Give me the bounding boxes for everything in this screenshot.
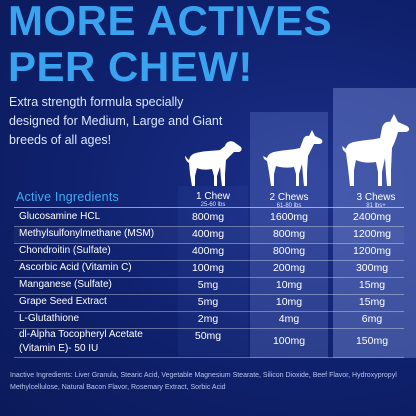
row-divider — [14, 226, 404, 227]
dose-2-chews: 10mg — [275, 279, 303, 291]
column-2-title: 2 Chews — [269, 192, 309, 203]
table-row: L-Glutathione 2mg 4mg 6mg — [14, 312, 404, 329]
column-1-range: 25-60 lbs — [200, 202, 226, 208]
dose-1-chew: 100mg — [191, 262, 225, 274]
row-divider — [14, 260, 404, 261]
column-3-range: 81 lbs+ — [366, 203, 386, 209]
column-header-3: 3 Chews 81 lbs+ — [340, 192, 412, 210]
table-header-divider — [14, 207, 404, 208]
dose-3-chews: 300mg — [355, 262, 389, 274]
dose-3-chews: 1200mg — [353, 245, 391, 257]
column-header-2: 2 Chews 61-80 lbs — [256, 192, 322, 210]
dose-1-chew: 2mg — [197, 313, 219, 325]
headline-line-2: PER CHEW! — [8, 43, 253, 90]
row-divider — [14, 277, 404, 278]
dose-2-chews: 200mg — [272, 262, 306, 274]
inactive-ingredients: Inactive Ingredients: Liver Granula, Ste… — [10, 372, 397, 391]
dose-3-chews: 6mg — [361, 313, 383, 325]
dose-2-chews: 800mg — [272, 228, 306, 240]
dose-3-chews: 150mg — [355, 335, 389, 347]
dose-3-chews: 1200mg — [353, 228, 391, 240]
ingredient-name: Chondroitin (Sulfate) — [19, 245, 111, 256]
dose-2-chews: 100mg — [272, 335, 306, 347]
dose-3-chews: 2400mg — [353, 211, 391, 223]
table-row: dl-Alpha Tocopheryl Acetate (Vitamin E)-… — [14, 329, 404, 359]
dose-1-chew: 400mg — [191, 245, 225, 257]
dose-1-chew: 400mg — [191, 228, 225, 240]
dose-2-chews: 4mg — [278, 313, 300, 325]
table-row: Ascorbic Acid (Vitamin C) 100mg 200mg 30… — [14, 261, 404, 278]
ingredient-name: Glucosamine HCL — [19, 211, 101, 222]
table-row: Glucosamine HCL 800mg 1600mg 2400mg — [14, 211, 404, 228]
dose-2-chews: 10mg — [275, 296, 303, 308]
ingredient-name: Ascorbic Acid (Vitamin C) — [19, 262, 132, 273]
large-dog-icon — [262, 128, 324, 188]
column-3-title: 3 Chews — [356, 192, 396, 203]
column-header-1: 1 Chew 25-60 lbs — [178, 191, 248, 209]
table-row: Manganese (Sulfate) 5mg 10mg 15mg — [14, 278, 404, 295]
headline-line-1: MORE ACTIVES — [8, 0, 333, 44]
dose-2-chews: 800mg — [272, 245, 306, 257]
table-row: Chondroitin (Sulfate) 400mg 800mg 1200mg — [14, 244, 404, 261]
dose-3-chews: 15mg — [358, 296, 386, 308]
table-row: Methylsulfonylmethane (MSM) 400mg 800mg … — [14, 227, 404, 244]
dose-2-chews: 1600mg — [270, 211, 308, 223]
column-1-panel — [178, 186, 248, 356]
headline: MORE ACTIVES PER CHEW! — [8, 0, 416, 90]
column-2-range: 61-80 lbs — [276, 203, 302, 209]
medium-dog-icon — [184, 138, 244, 188]
ingredient-name: L-Glutathione — [19, 313, 80, 324]
ingredient-name-continued: (Vitamin E)- 50 IU — [19, 343, 99, 354]
ingredient-name: Methylsulfonylmethane (MSM) — [19, 228, 155, 239]
dose-3-chews: 15mg — [358, 279, 386, 291]
dose-1-chew: 5mg — [197, 296, 219, 308]
ingredient-name: Manganese (Sulfate) — [19, 279, 112, 290]
table-title: Active Ingredients — [16, 190, 119, 204]
row-divider — [14, 243, 404, 244]
row-divider — [14, 357, 404, 358]
ingredient-name: dl-Alpha Tocopheryl Acetate — [19, 329, 143, 340]
column-3-panel — [333, 88, 416, 358]
table-row: Grape Seed Extract 5mg 10mg 15mg — [14, 295, 404, 312]
subtitle: Extra strength formula specially designe… — [9, 95, 223, 147]
column-1-title: 1 Chew — [196, 191, 230, 202]
dose-1-chew: 50mg — [194, 330, 222, 342]
dose-1-chew: 5mg — [197, 279, 219, 291]
giant-dog-icon — [340, 112, 412, 188]
row-divider — [14, 311, 404, 312]
row-divider — [14, 328, 404, 329]
ingredient-name: Grape Seed Extract — [19, 296, 107, 307]
dose-1-chew: 800mg — [191, 211, 225, 223]
row-divider — [14, 294, 404, 295]
